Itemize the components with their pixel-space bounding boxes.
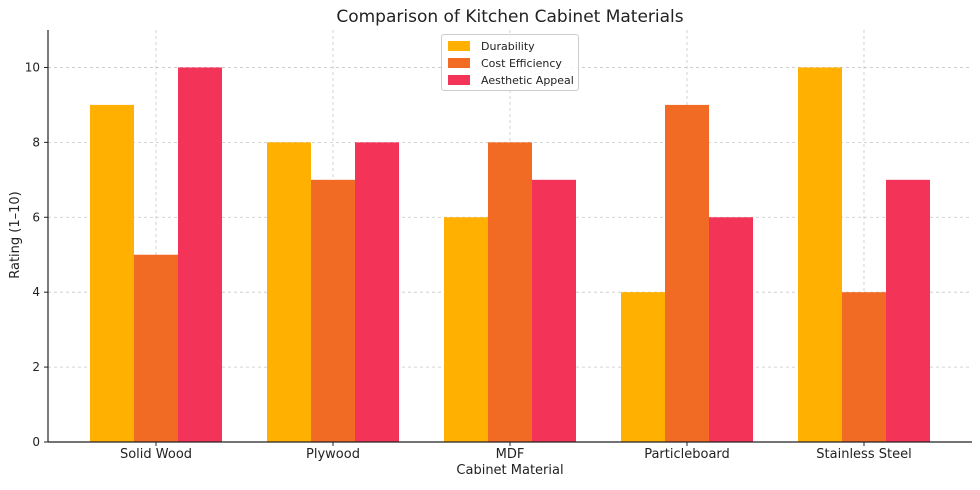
bar-cost-efficiency-solid-wood <box>134 254 178 442</box>
legend-item-aesthetic-appeal: Aesthetic Appeal <box>448 73 574 87</box>
y-axis-label: Rating (1–10) <box>8 191 23 279</box>
legend-swatch-aesthetic-appeal <box>448 75 470 85</box>
bar-aesthetic-appeal-particleboard <box>709 217 753 442</box>
bar-aesthetic-appeal-solid-wood <box>178 67 222 443</box>
y-tick-label: 10 <box>25 60 40 74</box>
y-tick-label: 2 <box>32 360 40 374</box>
bar-aesthetic-appeal-mdf <box>532 179 576 442</box>
bar-durability-solid-wood <box>90 104 134 442</box>
chart-title: Comparison of Kitchen Cabinet Materials <box>336 7 683 27</box>
bar-cost-efficiency-stainless-steel <box>842 292 886 442</box>
x-tick-label: Particleboard <box>644 447 730 462</box>
legend-swatch-cost-efficiency <box>448 58 470 68</box>
x-tick-label: MDF <box>496 447 525 462</box>
x-tick-label: Solid Wood <box>120 447 192 462</box>
legend-label-aesthetic-appeal: Aesthetic Appeal <box>481 73 574 87</box>
x-tick-label: Plywood <box>306 447 360 462</box>
legend-item-durability: Durability <box>448 39 535 53</box>
bar-cost-efficiency-particleboard <box>665 104 709 442</box>
bar-cost-efficiency-mdf <box>488 142 532 442</box>
bar-durability-plywood <box>267 142 311 442</box>
legend-item-cost-efficiency: Cost Efficiency <box>448 56 562 70</box>
y-tick-label: 4 <box>32 285 40 299</box>
x-axis-label: Cabinet Material <box>456 463 563 478</box>
axes: 0 2 4 6 8 10 Solid Wood Plywood MDF Particleboard… <box>25 30 972 462</box>
legend: Durability Cost Efficiency Aesthetic App… <box>441 34 579 91</box>
bars <box>90 67 930 443</box>
bar-durability-mdf <box>444 217 488 442</box>
bar-durability-particleboard <box>621 292 665 442</box>
legend-swatch-durability <box>448 41 470 51</box>
bar-durability-stainless-steel <box>798 67 842 443</box>
legend-label-durability: Durability <box>481 39 535 53</box>
bar-aesthetic-appeal-stainless-steel <box>886 179 930 442</box>
y-tick-label: 8 <box>32 135 40 149</box>
y-tick-label: 6 <box>32 210 40 224</box>
x-tick-label: Stainless Steel <box>816 447 911 462</box>
bar-aesthetic-appeal-plywood <box>355 142 399 442</box>
legend-label-cost-efficiency: Cost Efficiency <box>481 56 562 70</box>
y-tick-label: 0 <box>32 435 40 449</box>
bar-cost-efficiency-plywood <box>311 179 355 442</box>
